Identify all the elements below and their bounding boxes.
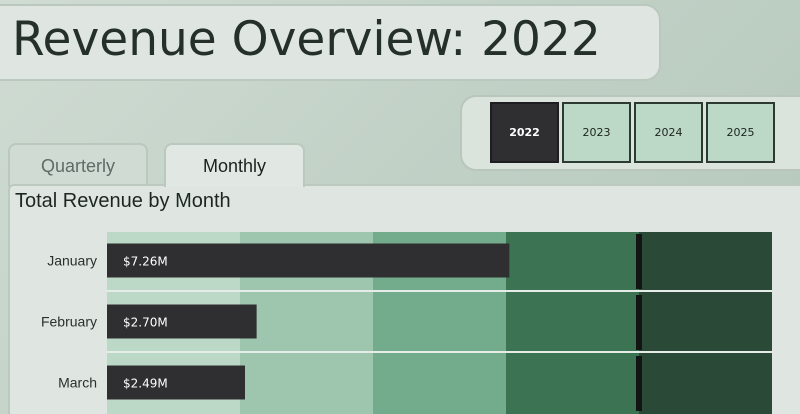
bar-value-label: $7.26M: [123, 255, 168, 269]
chart-title: Total Revenue by Month: [15, 190, 231, 212]
row-separator: [107, 351, 772, 353]
range-band: [373, 354, 506, 414]
year-button-2025[interactable]: 2025: [706, 102, 775, 163]
tab-monthly[interactable]: Monthly: [164, 143, 305, 187]
page-title: Revenue Overview: 2022: [12, 12, 601, 67]
range-band: [240, 293, 373, 354]
row-separator: [107, 290, 772, 292]
value-bar: [107, 365, 245, 400]
range-band: [639, 232, 772, 293]
title-banner: Revenue Overview: 2022: [0, 4, 661, 81]
range-band: [373, 293, 506, 354]
target-marker: [636, 234, 642, 289]
category-label: March: [58, 375, 97, 391]
year-button-2024[interactable]: 2024: [634, 102, 703, 163]
range-band: [506, 354, 639, 414]
value-bar: [107, 243, 510, 278]
range-band: [506, 293, 639, 354]
bar-value-label: $2.70M: [123, 316, 168, 330]
target-marker: [636, 295, 642, 350]
range-band: [506, 232, 639, 293]
range-band: [639, 354, 772, 414]
tab-quarterly[interactable]: Quarterly: [8, 143, 148, 187]
target-marker: [636, 356, 642, 411]
category-label: January: [47, 253, 97, 269]
value-bar: [107, 304, 257, 339]
range-band: [639, 293, 772, 354]
year-button-2022[interactable]: 2022: [490, 102, 559, 163]
category-label: February: [41, 314, 97, 330]
range-band: [240, 354, 373, 414]
bar-value-label: $2.49M: [123, 377, 168, 391]
year-button-2023[interactable]: 2023: [562, 102, 631, 163]
